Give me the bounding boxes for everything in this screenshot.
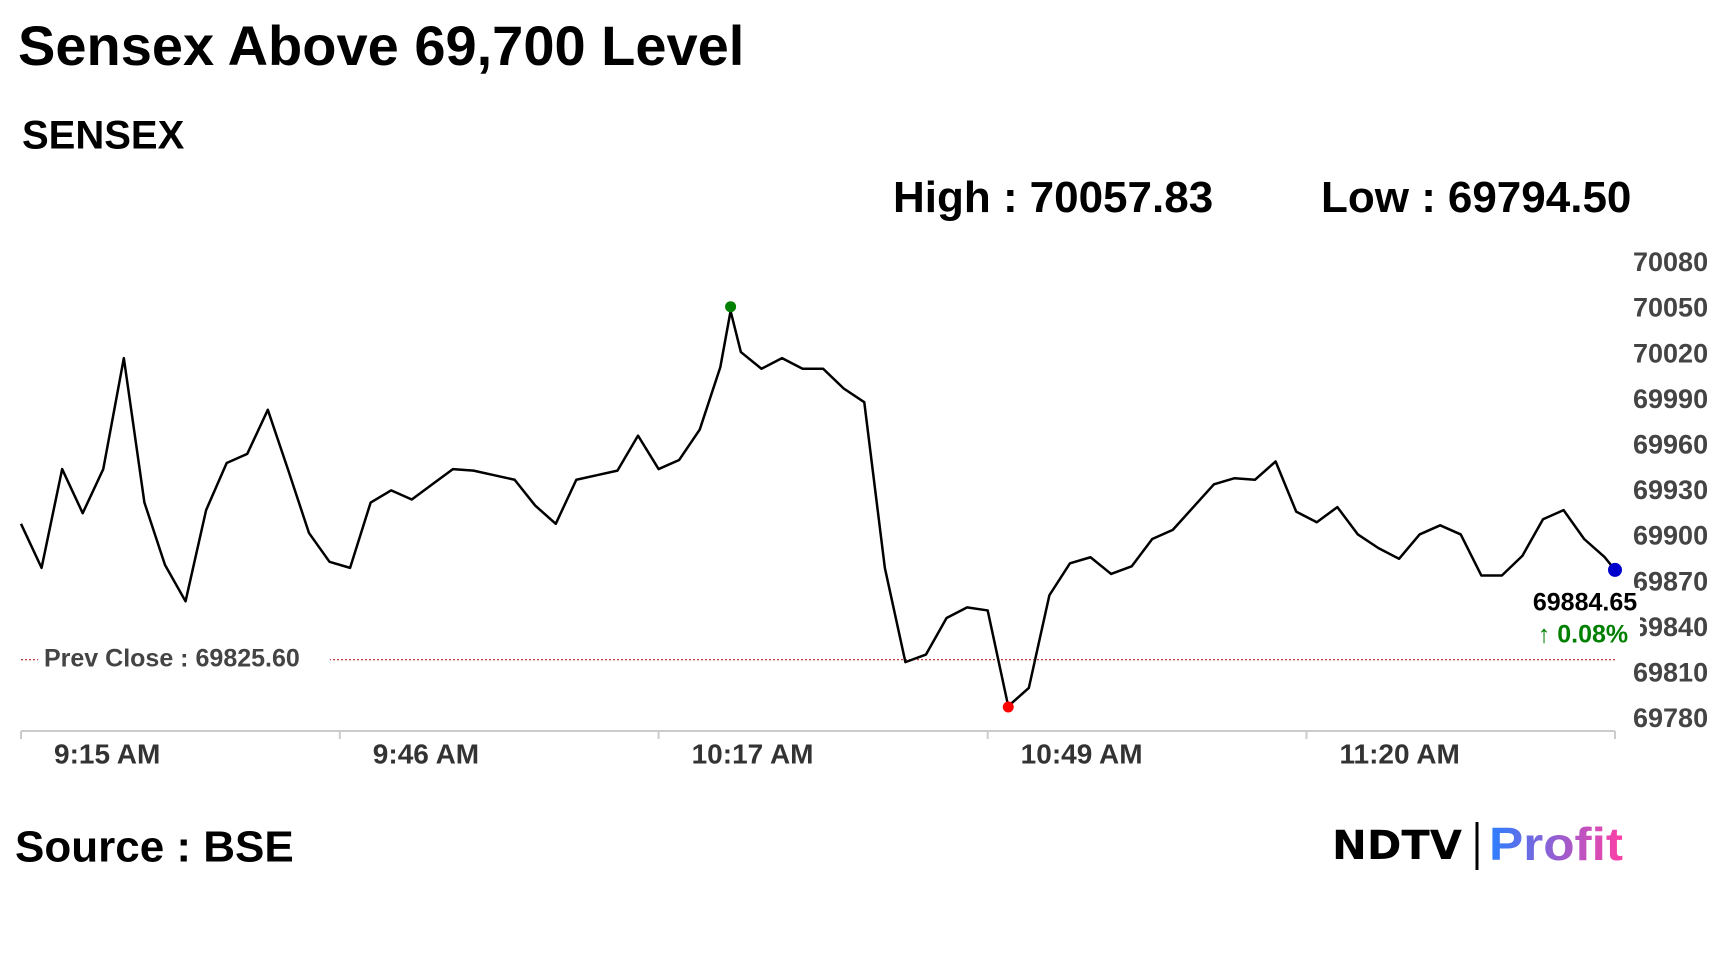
logo-right: Profit [1489,818,1623,870]
prev-close-value: 69825.60 [196,644,300,672]
y-tick-label: 69870 [1633,566,1708,596]
prev-close-bg [38,643,330,676]
y-tick-label: 69780 [1633,703,1708,733]
low-text: Low :69794.50 [1321,173,1631,222]
price-line [19,309,1616,708]
y-tick-label: 69960 [1633,430,1708,460]
x-tick-label: 9:46 AM [373,738,479,769]
y-tick-label: 70050 [1633,293,1708,323]
x-tick-label: 11:20 AM [1339,738,1459,769]
high-dot [725,301,737,313]
low-label: Low : [1321,173,1436,222]
last-bg [1526,587,1640,652]
prev-close-text: Prev Close :69825.60 [44,644,300,672]
high-text: High :70057.83 [893,173,1213,222]
y-tick-label: 69930 [1633,475,1708,505]
low-value: 69794.50 [1448,173,1632,222]
last-dot [1608,562,1622,577]
y-tick-label: 70020 [1633,338,1708,368]
x-tick-label: 9:15 AM [54,738,160,769]
y-tick-label: 70080 [1633,247,1708,277]
prev-close-label: Prev Close : [44,644,189,672]
chart-subtitle: SENSEX [22,114,185,158]
low-dot [1002,701,1014,713]
y-tick-label: 69810 [1633,658,1708,688]
last-change: ↑ 0.08% [1538,621,1628,649]
plot: 69780 69810 69840 69870 69900 69930 69960 69990… [19,247,1708,769]
y-tick-label: 69840 [1633,612,1708,642]
logo-left: NDTV [1332,823,1462,869]
x-tick-label: 10:49 AM [1021,738,1143,769]
high-value: 70057.83 [1030,173,1214,222]
y-tick-label: 69900 [1633,521,1708,551]
source: Source : BSE [15,823,294,872]
y-tick-label: 69990 [1633,384,1708,414]
chart-title: Sensex Above 69,700 Level [18,14,744,77]
x-tick-label: 10:17 AM [692,738,814,769]
high-label: High : [893,173,1018,222]
last-value: 69884.65 [1533,589,1637,617]
